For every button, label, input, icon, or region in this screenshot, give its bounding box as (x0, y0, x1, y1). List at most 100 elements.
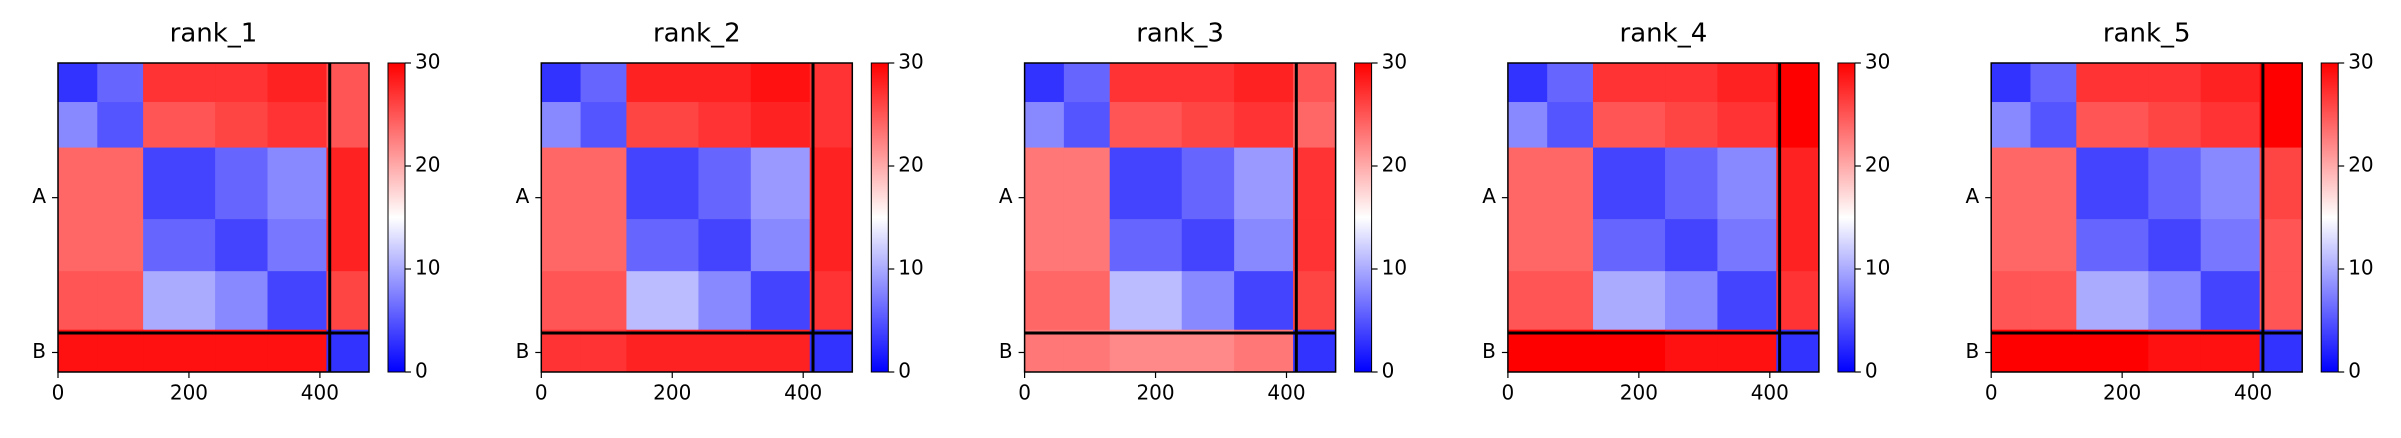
colorbar (2320, 62, 2339, 373)
heatmap-cell (1776, 329, 1820, 373)
heatmap-cell (750, 329, 811, 373)
heatmap-cell (267, 147, 327, 220)
x-tick-label: 400 (2234, 381, 2272, 405)
x-tick-label: 0 (535, 381, 548, 405)
heatmap-cell (1507, 102, 1548, 149)
heatmap-cell (1593, 63, 1666, 103)
colorbar-tick-label: 10 (898, 256, 923, 280)
heatmap-cell (97, 147, 144, 220)
heatmap-cell (1063, 63, 1111, 103)
heatmap-cell (2030, 63, 2077, 103)
heatmap-cell (1547, 147, 1594, 220)
heatmap-cell (541, 63, 582, 103)
heatmap-cell (1109, 271, 1183, 331)
heatmap-cell (809, 147, 853, 220)
colorbar (1837, 62, 1856, 373)
heatmap-cell (580, 63, 627, 103)
heatmap-cell (2148, 271, 2202, 331)
heatmap-cell (2030, 271, 2077, 331)
colorbar (870, 62, 889, 373)
heatmap-cell (326, 219, 370, 272)
heatmap-cell (750, 63, 811, 103)
heatmap-cell (1717, 271, 1777, 331)
heatmap-cell (2259, 329, 2303, 373)
heatmap-cell (1293, 147, 1337, 220)
heatmap-cell (143, 219, 216, 272)
colorbar-tick-label: 0 (415, 359, 428, 383)
x-tick-label: 200 (1620, 381, 1658, 405)
plot-frame (57, 62, 370, 373)
heatmap-cell (1181, 147, 1235, 220)
colorbar-tick-label: 0 (1382, 359, 1395, 383)
y-tick-label: B (999, 339, 1013, 363)
heatmap-cell (58, 219, 98, 272)
colorbar-tick-label: 20 (2348, 153, 2373, 177)
heatmap-cell (1547, 329, 1594, 373)
heatmap-cell (143, 102, 216, 149)
colorbar-tick-label: 10 (2348, 256, 2373, 280)
heatmap-cell (97, 102, 144, 149)
heatmap-cell (1547, 102, 1594, 149)
x-tick-label: 400 (301, 381, 339, 405)
heatmap-cell (267, 102, 327, 149)
chart-title: rank_3 (1136, 19, 1224, 49)
heatmap-cell (1063, 147, 1111, 220)
heatmap-cell (541, 102, 582, 149)
heatmap-cell (326, 271, 370, 331)
x-tick-label: 200 (2103, 381, 2141, 405)
chart-title: rank_2 (653, 19, 741, 49)
heatmap-cell (2030, 102, 2077, 149)
heatmap-cell (215, 147, 269, 220)
heatmap-cell (1293, 329, 1337, 373)
chart-title: rank_5 (2103, 19, 2191, 49)
colorbar-tick-label: 30 (898, 50, 923, 74)
heatmap-cell (541, 147, 582, 220)
heatmap-cell (1063, 271, 1111, 331)
heatmap-cell (580, 271, 627, 331)
heatmap-cell (2259, 219, 2303, 272)
heatmap-cell (626, 329, 699, 373)
heatmap-cell (1717, 329, 1777, 373)
heatmap-cell (1109, 63, 1183, 103)
heatmap-cell (750, 102, 811, 149)
heatmap-cell (1234, 147, 1294, 220)
heatmap-cell (1776, 219, 1820, 272)
heatmap-cell (698, 147, 752, 220)
heatmap-cell (1181, 102, 1235, 149)
heatmap-cell (1665, 271, 1718, 331)
heatmap-cell (326, 102, 370, 149)
colorbar-tick-label: 20 (898, 153, 923, 177)
heatmap-cell (1507, 63, 1548, 103)
heatmap-cell (1293, 102, 1337, 149)
heatmap-cell (143, 329, 216, 373)
heatmap-cell (326, 63, 370, 103)
heatmap-cell (1109, 219, 1183, 272)
heatmap-cell (1063, 219, 1111, 272)
heatmap-cell (1109, 329, 1183, 373)
x-tick-label: 0 (1018, 381, 1031, 405)
heatmap-cell (2076, 147, 2149, 220)
heatmap-cell (698, 102, 752, 149)
heatmap-cell (1593, 102, 1666, 149)
plot-frame (1023, 62, 1337, 373)
heatmap-cell (1547, 271, 1594, 331)
y-tick-label: A (999, 184, 1013, 208)
heatmap-cell (215, 219, 269, 272)
colorbar (387, 62, 406, 373)
heatmap-cell (326, 329, 370, 373)
heatmap-cell (143, 147, 216, 220)
heatmap-cell (1293, 63, 1337, 103)
colorbar-tick-label: 10 (1865, 256, 1890, 280)
heatmap-cell (2259, 271, 2303, 331)
heatmap-cell (626, 219, 699, 272)
heatmap-cell (1665, 329, 1718, 373)
heatmap-cell (626, 63, 699, 103)
heatmap-cell (1507, 219, 1548, 272)
heatmap-cell (267, 271, 327, 331)
heatmap-cell (1547, 219, 1594, 272)
heatmap-cell (1593, 329, 1666, 373)
plot-frame (1990, 62, 2303, 373)
heatmap-cell (1776, 147, 1820, 220)
heatmap-cell (215, 63, 269, 103)
